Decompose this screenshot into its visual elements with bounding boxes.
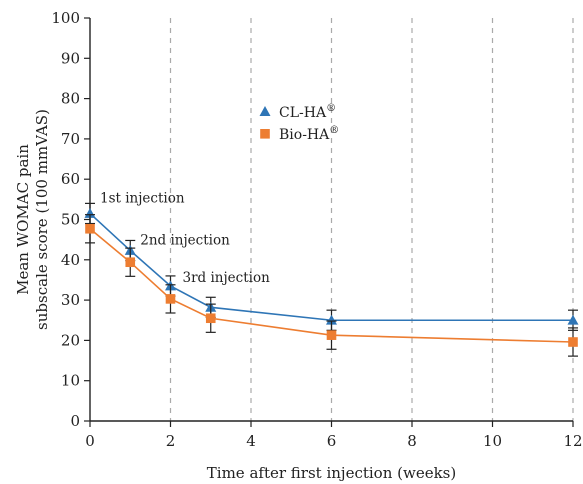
data-point [125,257,136,268]
x-axis-title: Time after first injection (weeks) [207,464,456,482]
y-tick-label-10: 10 [61,372,80,390]
data-point [205,313,216,324]
legend: CL-HA® Bio-HA® [259,103,339,143]
data-point [165,294,176,304]
annotation-layer: 1st injection 2nd injection 3rd injection [100,190,270,286]
axes: 0 10 20 30 40 50 60 70 80 90 100 0 2 4 6 8 10 12 [51,9,582,450]
series-0 [84,202,579,331]
legend-label: CL-HA® [279,103,336,121]
series-1 [85,214,578,357]
data-point [567,314,579,325]
y-axis-title: Mean WOMAC painsubscale score (100 mmVAS… [14,109,51,330]
annotation-3: 3rd injection [183,270,271,286]
series-line-1 [89,228,574,343]
series-layer [84,202,579,357]
y-tick-label-80: 80 [61,90,80,108]
x-tick-label-10: 10 [483,432,502,450]
y-axis-title-line-2: subscale score (100 mmVAS) [33,109,51,330]
legend-label: Bio-HA® [279,125,339,143]
x-tick-label-6: 6 [327,432,337,450]
x-tick-label-4: 4 [246,432,256,450]
x-tick-label-12: 12 [563,432,582,450]
annotation-1: 1st injection [100,190,185,206]
y-tick-label-20: 20 [61,331,80,349]
y-tick-label-60: 60 [61,170,80,188]
data-point [326,330,337,340]
data-point [568,337,578,347]
legend-label-sup: ® [326,103,336,114]
legend-marker [259,106,271,116]
y-tick-label-70: 70 [61,130,80,148]
y-tick-label-90: 90 [61,49,80,67]
legend-marker [260,129,270,139]
annotation-2: 2nd injection [140,233,230,249]
legend-item-1: Bio-HA® [260,125,339,143]
data-point [85,223,95,234]
data-point [326,314,337,325]
series-line-0 [89,212,573,322]
legend-label-sup: ® [329,125,339,136]
x-tick-label-8: 8 [407,432,417,450]
vertical-gridlines [169,18,574,421]
y-tick-label-0: 0 [70,412,80,430]
y-tick-label-30: 30 [61,291,80,309]
y-axis-title-line-1: Mean WOMAC pain [14,144,32,295]
y-tick-label-100: 100 [51,9,80,27]
y-tick-label-40: 40 [61,251,80,269]
y-tick-label-50: 50 [61,211,80,229]
legend-item-0: CL-HA® [259,103,336,121]
x-tick-label-0: 0 [85,432,95,450]
x-tick-label-2: 2 [166,432,176,450]
data-point [84,207,96,218]
